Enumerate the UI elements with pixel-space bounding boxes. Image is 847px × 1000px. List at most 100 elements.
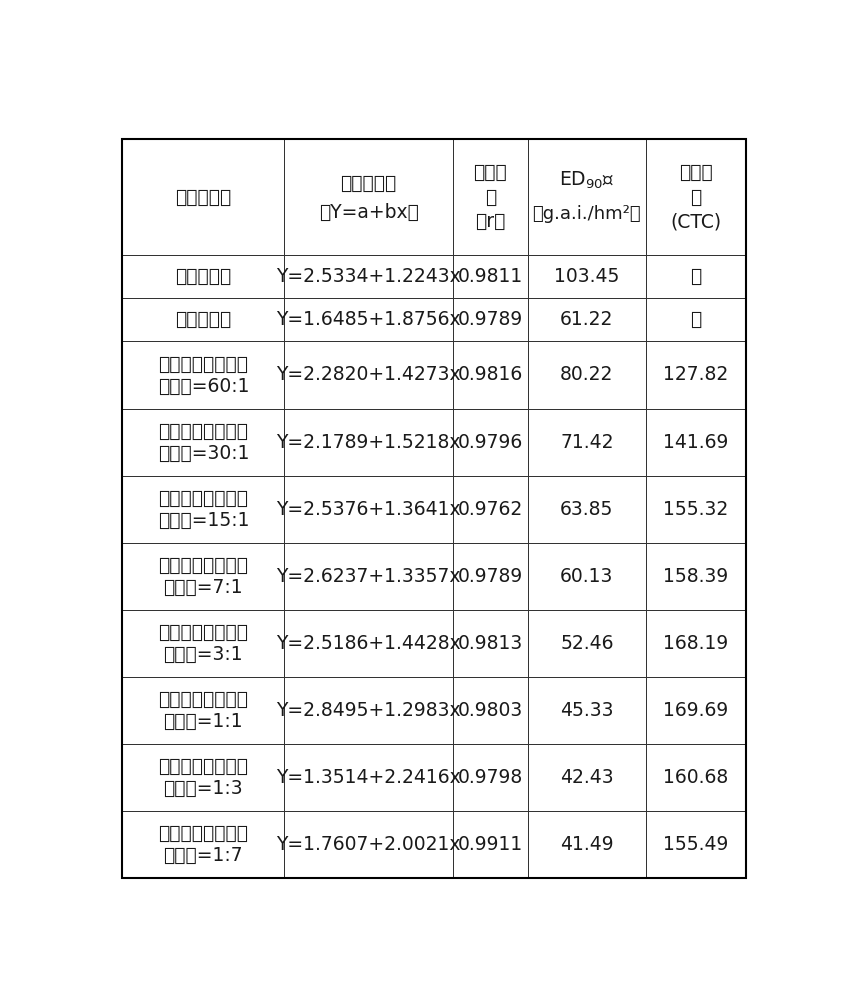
Bar: [453, 341, 528, 409]
Text: Y=2.5376+1.3641x: Y=2.5376+1.3641x: [276, 500, 461, 519]
Text: 0.9813: 0.9813: [457, 634, 523, 653]
Bar: [646, 610, 746, 677]
Text: 共毒系: 共毒系: [679, 163, 713, 182]
Bar: [646, 543, 746, 610]
Bar: [122, 139, 285, 255]
Bar: [285, 543, 453, 610]
Bar: [646, 476, 746, 543]
Text: (CTC): (CTC): [671, 212, 722, 231]
Bar: [646, 744, 746, 811]
Bar: [528, 409, 646, 476]
Bar: [285, 341, 453, 409]
Bar: [453, 139, 528, 255]
Text: Y=2.2820+1.4273x: Y=2.2820+1.4273x: [276, 365, 461, 384]
Text: 42.43: 42.43: [560, 768, 614, 787]
Bar: [122, 476, 285, 543]
Bar: [528, 139, 646, 255]
Text: （Y=a+bx）: （Y=a+bx）: [318, 203, 418, 222]
Bar: [646, 298, 746, 341]
Text: 168.19: 168.19: [663, 634, 728, 653]
Bar: [285, 139, 453, 255]
Bar: [285, 298, 453, 341]
Text: Y=2.6237+1.3357x: Y=2.6237+1.3357x: [276, 567, 461, 586]
Text: 双环磺草酮：氯吡
嘧磺隆=3:1: 双环磺草酮：氯吡 嘧磺隆=3:1: [158, 623, 248, 664]
Text: Y=1.7607+2.0021x: Y=1.7607+2.0021x: [276, 835, 461, 854]
Text: 127.82: 127.82: [663, 365, 728, 384]
Bar: [285, 811, 453, 878]
Text: 52.46: 52.46: [560, 634, 613, 653]
Text: 回归方程式: 回归方程式: [340, 174, 396, 193]
Bar: [528, 298, 646, 341]
Bar: [122, 744, 285, 811]
Text: 155.32: 155.32: [663, 500, 728, 519]
Text: 160.68: 160.68: [663, 768, 728, 787]
Text: 71.42: 71.42: [560, 433, 613, 452]
Text: 数: 数: [484, 188, 495, 207]
Text: 0.9803: 0.9803: [457, 701, 523, 720]
Text: Y=1.6485+1.8756x: Y=1.6485+1.8756x: [276, 310, 461, 329]
Text: 61.22: 61.22: [560, 310, 613, 329]
Text: 双环磺草酮：氯吡
嘧磺隆=15:1: 双环磺草酮：氯吡 嘧磺隆=15:1: [158, 489, 249, 530]
Text: Y=2.8495+1.2983x: Y=2.8495+1.2983x: [276, 701, 461, 720]
Text: ED$_{90}$值: ED$_{90}$值: [559, 169, 615, 191]
Bar: [453, 811, 528, 878]
Text: 41.49: 41.49: [560, 835, 614, 854]
Text: －: －: [690, 267, 701, 286]
Bar: [528, 677, 646, 744]
Text: 0.9789: 0.9789: [457, 567, 523, 586]
Text: Y=2.5186+1.4428x: Y=2.5186+1.4428x: [276, 634, 461, 653]
Bar: [285, 744, 453, 811]
Text: 双环磺草酮：氯吡
嘧磺隆=1:7: 双环磺草酮：氯吡 嘧磺隆=1:7: [158, 824, 248, 865]
Text: 数: 数: [690, 188, 701, 207]
Text: 药剂及配比: 药剂及配比: [175, 188, 231, 207]
Bar: [122, 543, 285, 610]
Bar: [285, 255, 453, 298]
Bar: [528, 610, 646, 677]
Text: 0.9796: 0.9796: [457, 433, 523, 452]
Bar: [453, 409, 528, 476]
Bar: [528, 744, 646, 811]
Bar: [122, 341, 285, 409]
Text: 0.9811: 0.9811: [457, 267, 523, 286]
Bar: [453, 298, 528, 341]
Text: 103.45: 103.45: [554, 267, 619, 286]
Bar: [646, 341, 746, 409]
Text: 双环磺草酮：氯吡
嘧磺隆=30:1: 双环磺草酮：氯吡 嘧磺隆=30:1: [158, 422, 249, 463]
Text: 0.9816: 0.9816: [457, 365, 523, 384]
Bar: [646, 139, 746, 255]
Text: 双环磺草酮：氯吡
嘧磺隆=60:1: 双环磺草酮：氯吡 嘧磺隆=60:1: [158, 354, 249, 395]
Text: Y=2.5334+1.2243x: Y=2.5334+1.2243x: [276, 267, 461, 286]
Text: 双环磺草酮：氯吡
嘧磺隆=7:1: 双环磺草酮：氯吡 嘧磺隆=7:1: [158, 556, 248, 597]
Bar: [646, 677, 746, 744]
Text: Y=1.3514+2.2416x: Y=1.3514+2.2416x: [276, 768, 461, 787]
Text: 45.33: 45.33: [560, 701, 613, 720]
Text: 氯吡嘧磺隆: 氯吡嘧磺隆: [175, 310, 231, 329]
Bar: [646, 255, 746, 298]
Text: 60.13: 60.13: [560, 567, 613, 586]
Bar: [285, 476, 453, 543]
Bar: [453, 476, 528, 543]
Text: 80.22: 80.22: [560, 365, 613, 384]
Bar: [453, 744, 528, 811]
Bar: [453, 677, 528, 744]
Bar: [285, 409, 453, 476]
Bar: [528, 255, 646, 298]
Bar: [528, 476, 646, 543]
Text: 169.69: 169.69: [663, 701, 728, 720]
Text: 0.9762: 0.9762: [457, 500, 523, 519]
Text: 双环磺草酮：氯吡
嘧磺隆=1:3: 双环磺草酮：氯吡 嘧磺隆=1:3: [158, 757, 248, 798]
Text: 0.9789: 0.9789: [457, 310, 523, 329]
Bar: [528, 543, 646, 610]
Bar: [122, 677, 285, 744]
Bar: [528, 811, 646, 878]
Text: 155.49: 155.49: [663, 835, 728, 854]
Bar: [646, 409, 746, 476]
Bar: [453, 255, 528, 298]
Bar: [122, 610, 285, 677]
Text: 141.69: 141.69: [663, 433, 728, 452]
Bar: [453, 543, 528, 610]
Bar: [122, 409, 285, 476]
Text: （r）: （r）: [475, 212, 506, 231]
Text: 0.9798: 0.9798: [457, 768, 523, 787]
Bar: [122, 255, 285, 298]
